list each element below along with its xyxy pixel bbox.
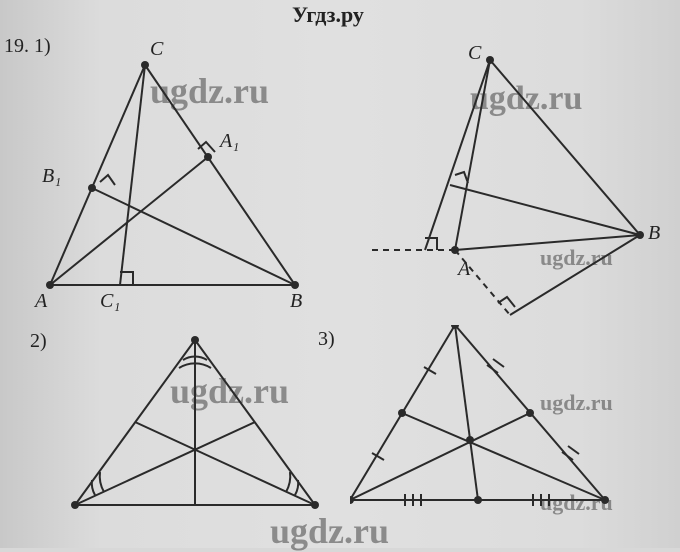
subitem-2: 2) xyxy=(30,330,47,353)
figure-bottom-left xyxy=(60,330,340,520)
vertex-B-tr: B xyxy=(648,222,660,245)
vertex-A: A xyxy=(35,290,47,313)
vertex-A-tr: A xyxy=(458,258,470,281)
vertex-C: C xyxy=(150,38,163,61)
vertex-C-tr: C xyxy=(468,42,481,65)
figure-top-right xyxy=(370,55,670,335)
vertex-C1: C₁ xyxy=(100,290,120,313)
vertex-A1: A₁ xyxy=(220,130,239,153)
page: Угдз.ру ugdz.ru ugdz.ru ugdz.ru ugdz.ru … xyxy=(0,0,680,548)
figure-bottom-right xyxy=(350,325,630,515)
site-header: Угдз.ру xyxy=(292,2,364,28)
vertex-B1: B₁ xyxy=(42,165,61,188)
figure-top-left xyxy=(30,40,330,310)
vertex-B: B xyxy=(290,290,302,313)
